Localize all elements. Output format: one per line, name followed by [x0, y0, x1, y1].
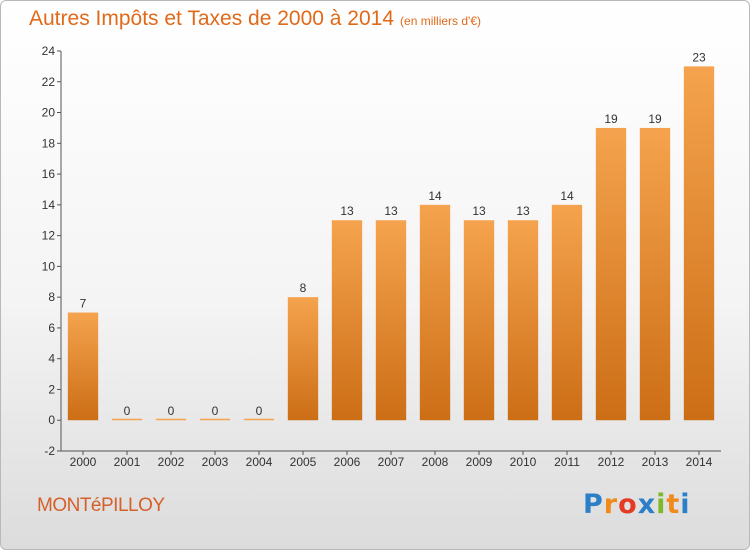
value-label-2014: 23	[692, 50, 706, 64]
bar-2001	[111, 418, 143, 421]
x-tick-label: 2007	[378, 455, 405, 469]
logo-letter: i	[680, 489, 691, 520]
value-label-2012: 19	[604, 112, 618, 126]
x-tick-label: 2008	[422, 455, 449, 469]
chart-bars	[67, 66, 715, 421]
value-label-2013: 19	[648, 112, 662, 126]
y-tick-label: 16	[42, 167, 56, 181]
x-tick-label: 2001	[114, 455, 141, 469]
y-tick-label: 20	[42, 106, 56, 120]
value-label-2005: 8	[300, 281, 307, 295]
y-tick-label: 2	[48, 382, 55, 396]
x-tick-label: 2011	[554, 455, 580, 469]
y-tick-label: 14	[42, 198, 56, 212]
logo-letter: i	[656, 489, 667, 520]
y-tick-label: 22	[42, 75, 56, 89]
x-tick-label: 2013	[642, 455, 669, 469]
bar-2004	[243, 418, 275, 421]
logo-letter: t	[666, 489, 681, 520]
bar-2005	[287, 297, 319, 421]
logo-letter: x	[637, 489, 657, 520]
value-label-2009: 13	[472, 204, 486, 218]
bar-2002	[155, 418, 187, 421]
bar-2007	[375, 220, 407, 421]
bar-2003	[199, 418, 231, 421]
logo-letter: r	[603, 489, 619, 520]
y-tick-label: -2	[44, 444, 55, 458]
y-tick-label: 6	[48, 321, 55, 335]
value-label-2007: 13	[384, 204, 398, 218]
value-label-2002: 0	[168, 404, 175, 418]
logo-letter: P	[583, 489, 604, 520]
bar-2000	[67, 312, 99, 421]
y-tick-label: 12	[42, 229, 56, 243]
y-tick-label: 18	[42, 136, 56, 150]
chart-title: Autres Impôts et Taxes de 2000 à 2014 (en…	[29, 7, 481, 31]
bar-2009	[463, 220, 495, 421]
y-tick-label: 10	[42, 259, 56, 273]
bar-2010	[507, 220, 539, 421]
bar-2012	[595, 127, 627, 421]
bar-2008	[419, 204, 451, 421]
x-tick-label: 2005	[290, 455, 317, 469]
chart-title-text: Autres Impôts et Taxes de 2000 à 2014	[29, 7, 395, 30]
value-label-2006: 13	[340, 204, 354, 218]
x-tick-label: 2009	[466, 455, 493, 469]
bar-2006	[331, 220, 363, 421]
x-tick-label: 2012	[598, 455, 625, 469]
x-tick-label: 2000	[70, 455, 97, 469]
bar-2013	[639, 127, 671, 421]
x-tick-label: 2014	[686, 455, 713, 469]
bar-2014	[683, 66, 715, 421]
x-tick-label: 2006	[334, 455, 361, 469]
x-tick-label: 2004	[246, 455, 273, 469]
value-label-2000: 7	[80, 297, 87, 311]
logo-letter: o	[618, 489, 638, 520]
proxiti-logo: Proxiti	[583, 489, 691, 520]
commune-name: MONTéPILLOY	[37, 495, 165, 516]
value-label-2011: 14	[560, 189, 574, 203]
y-tick-label: 24	[42, 44, 56, 58]
chart-value-labels: 7 0 0 0 0 8 13 13 14 13 13 14 19 19 23	[80, 50, 706, 418]
y-tick-label: 8	[48, 290, 55, 304]
value-label-2008: 14	[428, 189, 442, 203]
value-label-2003: 0	[212, 404, 219, 418]
x-tick-label: 2002	[158, 455, 185, 469]
bar-2011	[551, 204, 583, 421]
value-label-2010: 13	[516, 204, 530, 218]
value-label-2004: 0	[256, 404, 263, 418]
y-tick-label: 4	[48, 352, 55, 366]
x-tick-label: 2010	[510, 455, 537, 469]
chart-unit: (en milliers d'€)	[400, 14, 482, 28]
x-tick-label: 2003	[202, 455, 229, 469]
y-tick-label: 0	[48, 413, 55, 427]
value-label-2001: 0	[124, 404, 131, 418]
